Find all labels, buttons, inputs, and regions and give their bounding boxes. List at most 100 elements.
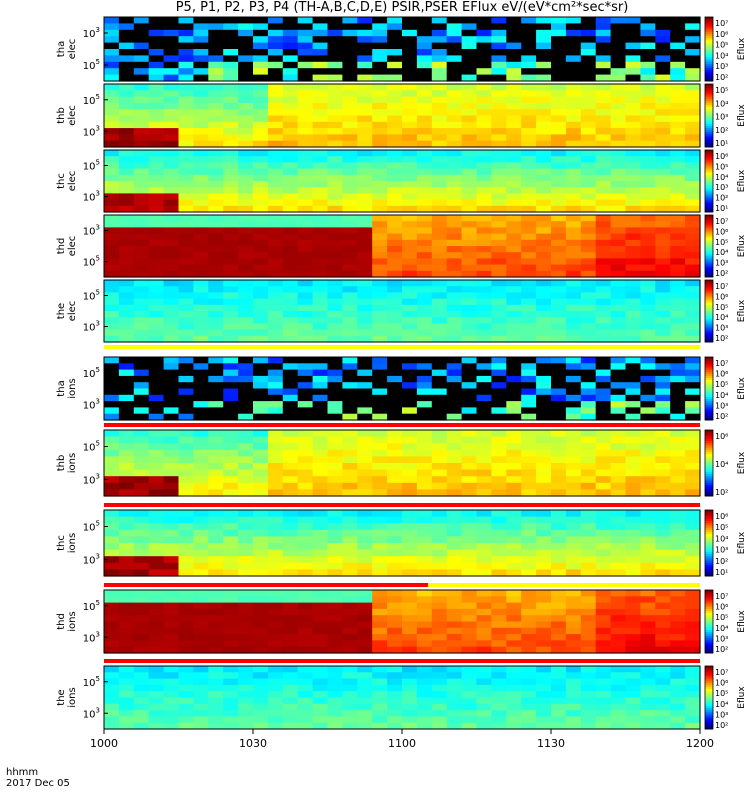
spectrogram-cell <box>431 672 448 680</box>
spectrogram-cell <box>580 436 597 444</box>
spectrogram-cell <box>521 233 537 241</box>
spectrogram-cell <box>118 363 135 371</box>
colorbar-segment <box>705 44 713 48</box>
colorbar-tick-label: 10⁶ <box>715 227 728 236</box>
spectrogram-cell <box>655 529 671 537</box>
spectrogram-cell <box>372 252 388 259</box>
colorbar-segment <box>705 317 713 320</box>
spectrogram-cell <box>193 678 209 686</box>
spectrogram-cell <box>312 363 329 371</box>
spectrogram-cell <box>148 311 165 318</box>
spectrogram-cell <box>118 258 135 266</box>
spectrogram-cell <box>178 691 194 699</box>
spectrogram-cell <box>655 36 671 44</box>
spectrogram-cell <box>267 672 284 680</box>
spectrogram-cell <box>595 304 612 312</box>
spectrogram-cell <box>536 280 552 287</box>
spectrogram-cell <box>610 199 627 207</box>
spectrogram-cell <box>580 469 597 477</box>
spectrogram-cell <box>193 317 209 324</box>
colorbar-segment <box>705 254 713 257</box>
spectrogram-cell <box>163 621 180 629</box>
spectrogram-cell <box>416 436 433 444</box>
spectrogram-cell <box>580 246 597 253</box>
spectrogram-cell <box>387 187 403 194</box>
spectrogram-cell <box>208 430 224 438</box>
spectrogram-cell <box>118 329 135 337</box>
spectrogram-cell <box>625 710 641 717</box>
spectrogram-cell <box>267 543 284 551</box>
spectrogram-cell <box>193 357 209 364</box>
spectrogram-cell <box>133 205 150 213</box>
colorbar-segment <box>705 23 713 27</box>
spectrogram-cell <box>387 569 403 577</box>
spectrogram-cell <box>357 716 373 724</box>
spectrogram-cell <box>118 456 135 464</box>
spectrogram-cell <box>580 134 597 142</box>
spectrogram-cell <box>446 672 463 680</box>
spectrogram-cell <box>685 304 701 312</box>
spectrogram-cell <box>491 181 507 188</box>
spectrogram-cell <box>387 562 403 570</box>
spectrogram-cell <box>223 304 239 312</box>
spectrogram-cell <box>297 449 314 457</box>
colorbar-segment <box>705 61 713 65</box>
spectrogram-cell <box>506 74 522 82</box>
status-bar-red <box>104 659 700 663</box>
spectrogram-cell <box>104 463 120 471</box>
spectrogram-cell <box>312 357 329 364</box>
colorbar-segment <box>705 246 713 249</box>
spectrogram-cell <box>416 375 433 383</box>
spectrogram-cell <box>685 469 701 477</box>
spectrogram-cell <box>655 304 671 312</box>
spectrogram-cell <box>416 90 433 98</box>
spectrogram-cell <box>521 516 537 524</box>
spectrogram-cell <box>416 174 433 182</box>
spectrogram-cell <box>685 590 701 597</box>
colorbar-segment <box>705 554 713 557</box>
spectrogram-cell <box>193 413 209 421</box>
colorbar-segment <box>705 248 713 251</box>
spectrogram-cell <box>267 335 284 343</box>
spectrogram-cell <box>491 187 507 194</box>
spectrogram-cell <box>208 174 224 182</box>
spectrogram-cell <box>446 115 463 123</box>
spectrogram-cell <box>476 543 492 551</box>
spectrogram-cell <box>446 388 463 396</box>
spectrogram-cell <box>521 703 537 711</box>
spectrogram-cell <box>491 596 507 604</box>
spectrogram-cell <box>551 335 567 343</box>
spectrogram-cell <box>297 469 314 477</box>
spectrogram-cell <box>253 252 269 259</box>
y-tick-label: 105 <box>83 599 100 613</box>
spectrogram-cell <box>670 102 686 110</box>
spectrogram-cell <box>208 115 224 123</box>
spectrogram-cell <box>282 90 299 98</box>
spectrogram-cell <box>431 363 448 371</box>
spectrogram-cell <box>685 556 701 564</box>
spectrogram-cell <box>118 304 135 312</box>
spectrogram-cell <box>580 121 597 129</box>
colorbar-segment <box>705 720 713 724</box>
spectrogram-cell <box>431 264 448 272</box>
spectrogram-cell <box>118 187 135 194</box>
spectrogram-cell <box>461 174 478 182</box>
colorbar-tick-label: 10⁷ <box>715 19 728 28</box>
colorbar-segment <box>705 613 713 616</box>
spectrogram-cell <box>253 640 269 648</box>
spectrogram-cell <box>148 199 165 207</box>
spectrogram-cell <box>208 703 224 711</box>
spectrogram-cell <box>640 382 656 390</box>
spectrogram-cell <box>223 634 239 641</box>
spectrogram-cell <box>506 17 522 24</box>
spectrogram-cell <box>253 672 269 680</box>
spectrogram-cell <box>595 436 612 444</box>
colorbar-segment <box>705 621 713 625</box>
spectrogram-cell <box>387 150 403 157</box>
colorbar-segment <box>705 600 713 604</box>
spectrogram-cell <box>446 430 463 438</box>
spectrogram-cell <box>640 357 656 364</box>
spectrogram-cell <box>402 590 418 597</box>
spectrogram-cell <box>178 128 194 135</box>
spectrogram-cell <box>163 469 180 477</box>
